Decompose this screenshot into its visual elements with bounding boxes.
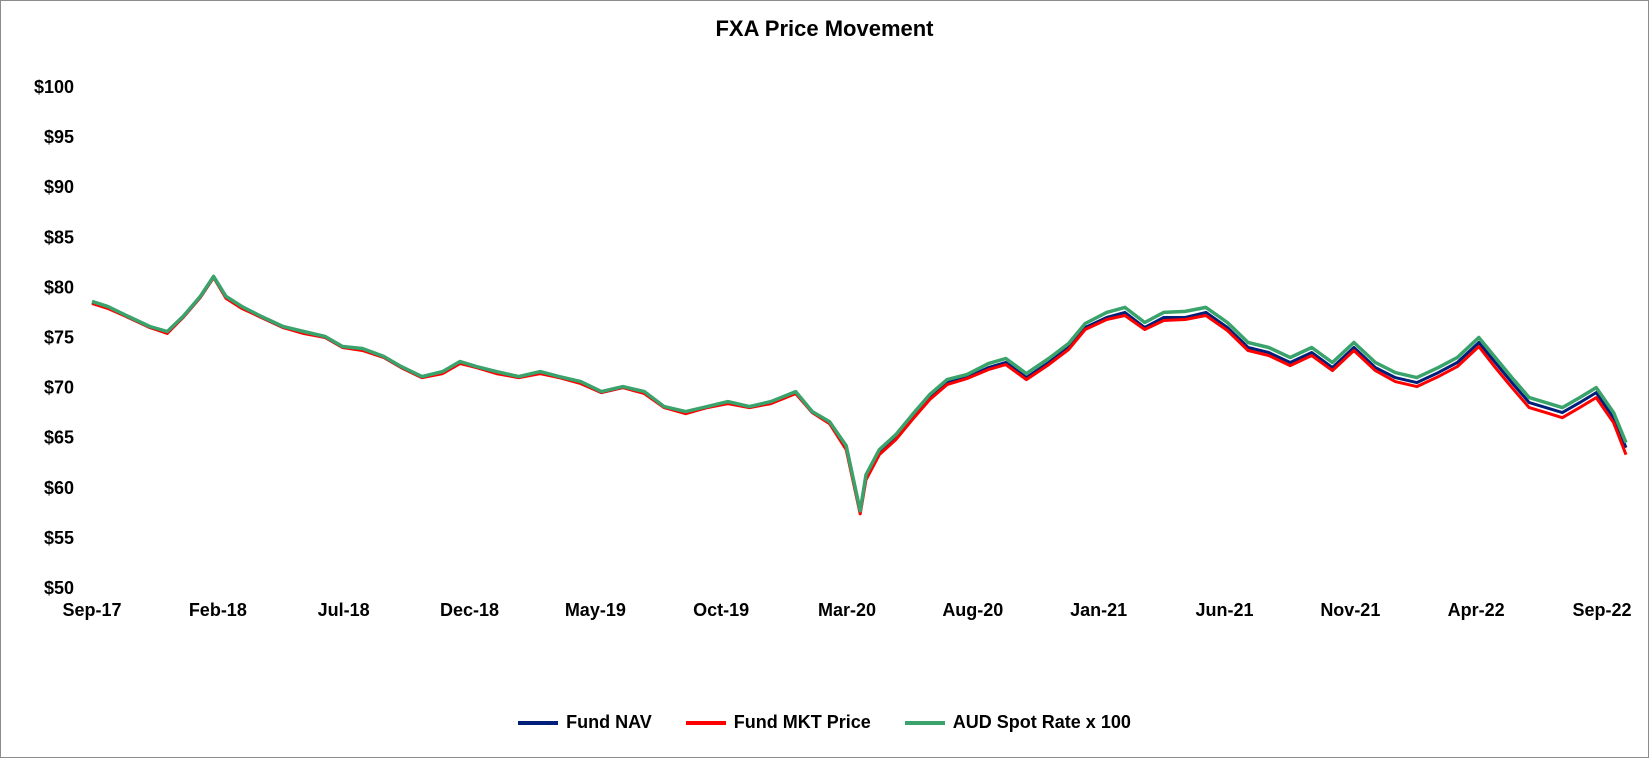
y-tick-label: $100 [34, 77, 74, 97]
y-tick-label: $75 [44, 328, 74, 348]
x-tick-label: May-19 [565, 600, 626, 620]
y-tick-label: $95 [44, 127, 74, 147]
x-tick-label: Dec-18 [440, 600, 499, 620]
x-tick-label: Nov-21 [1320, 600, 1380, 620]
y-tick-label: $85 [44, 227, 74, 247]
series-line-aud-spot-rate-x-100 [91, 274, 1628, 513]
x-tick-label: Jul-18 [318, 600, 370, 620]
x-tick-label: Oct-19 [693, 600, 749, 620]
x-tick-label: Aug-20 [942, 600, 1003, 620]
legend-label: Fund MKT Price [733, 712, 871, 732]
y-tick-label: $50 [44, 578, 74, 598]
legend-swatch [685, 720, 726, 725]
chart-legend: Fund NAV Fund MKT Price AUD Spot Rate x 10… [0, 712, 1649, 733]
legend-label: AUD Spot Rate x 100 [952, 712, 1131, 732]
x-tick-label: Feb-18 [189, 600, 247, 620]
x-tick-label: Apr-22 [1448, 600, 1505, 620]
legend-swatch [518, 720, 559, 725]
y-tick-label: $60 [44, 478, 74, 498]
y-tick-label: $70 [44, 378, 74, 398]
legend-swatch [904, 720, 945, 725]
y-axis: $50 $55 $60 $65 $70 $75 $80 $85 $90 $95 $100 [34, 77, 74, 598]
y-tick-label: $65 [44, 428, 74, 448]
series-lines [91, 274, 1628, 516]
x-tick-label: Jun-21 [1195, 600, 1253, 620]
legend-label: Fund NAV [566, 712, 652, 732]
legend-item: AUD Spot Rate x 100 [904, 712, 1131, 733]
legend-item: Fund NAV [518, 712, 652, 733]
legend-item: Fund MKT Price [685, 712, 871, 733]
y-tick-label: $55 [44, 528, 74, 548]
series-line-fund-nav [91, 275, 1628, 515]
x-tick-label: Jan-21 [1070, 600, 1127, 620]
x-tick-label: Mar-20 [818, 600, 876, 620]
y-tick-label: $90 [44, 177, 74, 197]
y-tick-label: $80 [44, 277, 74, 297]
chart-title: FXA Price Movement [715, 16, 934, 41]
x-tick-label: Sep-22 [1572, 600, 1631, 620]
x-tick-label: Sep-17 [62, 600, 121, 620]
series-line-fund-mkt-price [91, 275, 1628, 516]
x-axis: Sep-17 Feb-18 Jul-18 Dec-18 May-19 Oct-19 Mar-… [62, 600, 1631, 620]
